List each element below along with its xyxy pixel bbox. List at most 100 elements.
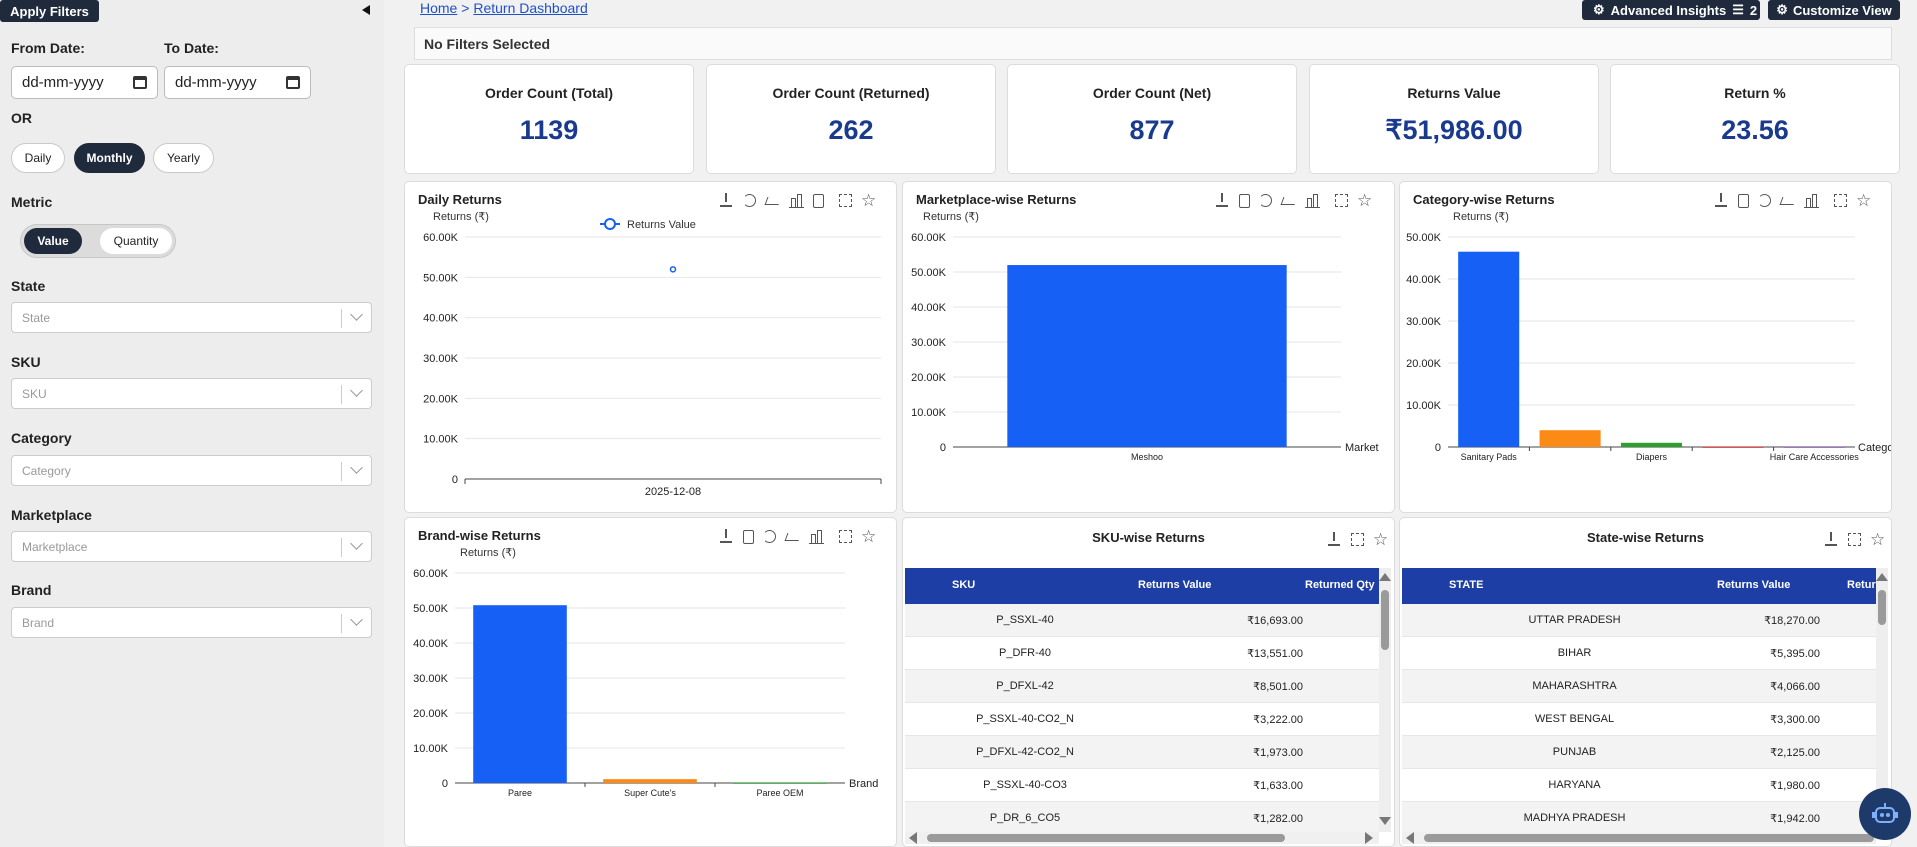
vertical-scrollbar[interactable] — [1876, 568, 1888, 832]
download-icon[interactable] — [1215, 193, 1230, 208]
refresh-icon[interactable] — [743, 194, 756, 207]
chevron-down-icon[interactable] — [350, 537, 363, 550]
table-row[interactable]: MADHYA PRADESH ₹1,942.00 — [1402, 802, 1876, 835]
table-row[interactable]: P_SSXL-40-CO2_N ₹3,222.00 — [905, 703, 1379, 736]
scroll-left-icon[interactable] — [909, 832, 917, 844]
breadcrumb-home-link[interactable]: Home — [420, 0, 458, 16]
sku-select[interactable]: SKU — [11, 378, 372, 409]
fullscreen-icon[interactable] — [839, 194, 852, 207]
brand-filter-label: Brand — [11, 582, 52, 598]
table-row[interactable]: P_DFXL-42-CO2_N ₹1,973.00 — [905, 736, 1379, 769]
fullscreen-icon[interactable] — [1351, 533, 1364, 546]
marketplace-select[interactable]: Marketplace — [11, 531, 372, 562]
table-row[interactable]: UTTAR PRADESH ₹18,270.00 — [1402, 604, 1876, 637]
chevron-down-icon[interactable] — [350, 384, 363, 397]
bar-chart-icon[interactable] — [1305, 193, 1320, 208]
column-header-returns-value[interactable]: Returns Value — [1717, 579, 1791, 591]
marketplace-filter-label: Marketplace — [11, 507, 92, 523]
column-header-returns-value[interactable]: Returns Value — [1138, 579, 1212, 591]
star-icon[interactable]: ☆ — [1373, 530, 1389, 549]
data-view-icon[interactable] — [813, 193, 824, 208]
bar-chart-icon[interactable] — [789, 193, 804, 208]
calendar-icon[interactable] — [133, 76, 147, 89]
period-daily-button[interactable]: Daily — [11, 143, 65, 173]
star-icon[interactable]: ☆ — [1357, 191, 1373, 210]
table-row[interactable]: P_SSXL-40-CO3 ₹1,633.00 — [905, 769, 1379, 802]
chevron-down-icon[interactable] — [350, 461, 363, 474]
download-icon[interactable] — [719, 193, 734, 208]
caret-left-icon[interactable] — [362, 5, 370, 15]
category-select[interactable]: Category — [11, 455, 372, 486]
metric-toggle[interactable]: Value Quantity — [20, 224, 176, 258]
fullscreen-icon[interactable] — [1335, 194, 1348, 207]
table-row[interactable]: PUNJAB ₹2,125.00 — [1402, 736, 1876, 769]
legend-marker — [604, 218, 616, 230]
star-icon[interactable]: ☆ — [861, 527, 877, 546]
chevron-down-icon[interactable] — [350, 613, 363, 626]
gear-icon: ⚙ — [1776, 2, 1788, 17]
data-view-icon[interactable] — [1239, 193, 1250, 208]
horizontal-scrollbar[interactable] — [905, 832, 1379, 844]
from-date-input[interactable]: dd-mm-yyyy — [11, 66, 158, 99]
scroll-up-icon[interactable] — [1876, 573, 1888, 581]
chatbot-button[interactable] — [1859, 788, 1911, 840]
advanced-insights-button[interactable]: ⚙ Advanced Insights ☰ 2 — [1582, 0, 1760, 20]
table-row[interactable]: WEST BENGAL ₹3,300.00 — [1402, 703, 1876, 736]
data-view-icon[interactable] — [1738, 193, 1749, 208]
table-row[interactable]: MAHARASHTRA ₹4,066.00 — [1402, 670, 1876, 703]
y-tick-label: 10.00K — [413, 743, 449, 755]
to-date-input[interactable]: dd-mm-yyyy — [164, 66, 311, 99]
scroll-left-icon[interactable] — [1406, 832, 1414, 844]
apply-filters-button[interactable]: Apply Filters — [0, 0, 99, 22]
brand-select[interactable]: Brand — [11, 607, 372, 638]
scroll-thumb[interactable] — [1424, 834, 1874, 842]
refresh-icon[interactable] — [763, 530, 776, 543]
bar — [733, 782, 827, 784]
data-view-icon[interactable] — [743, 529, 754, 544]
column-header-returned[interactable]: Retur — [1847, 579, 1876, 591]
table-row[interactable]: HARYANA ₹1,980.00 — [1402, 769, 1876, 802]
table-row[interactable]: P_SSXL-40 ₹16,693.00 — [905, 604, 1379, 637]
refresh-icon[interactable] — [1758, 194, 1771, 207]
metric-value-option[interactable]: Value — [24, 228, 82, 254]
period-yearly-button[interactable]: Yearly — [153, 143, 214, 173]
fullscreen-icon[interactable] — [839, 530, 852, 543]
download-icon[interactable] — [1327, 532, 1342, 547]
bar — [1458, 251, 1520, 447]
table-cell: P_DFR-40 — [999, 647, 1051, 659]
star-icon[interactable]: ☆ — [861, 191, 877, 210]
download-icon[interactable] — [1824, 532, 1839, 547]
refresh-icon[interactable] — [1259, 194, 1272, 207]
state-select[interactable]: State — [11, 302, 372, 333]
table-row[interactable]: P_DFXL-42 ₹8,501.00 — [905, 670, 1379, 703]
horizontal-scrollbar[interactable] — [1402, 832, 1876, 844]
scroll-right-icon[interactable] — [1365, 832, 1373, 844]
chevron-down-icon[interactable] — [350, 308, 363, 321]
table-row[interactable]: P_DFR-40 ₹13,551.00 — [905, 637, 1379, 670]
scroll-thumb[interactable] — [1878, 590, 1886, 625]
star-icon[interactable]: ☆ — [1870, 530, 1886, 549]
download-icon[interactable] — [719, 529, 734, 544]
star-icon[interactable]: ☆ — [1856, 191, 1872, 210]
fullscreen-icon[interactable] — [1834, 194, 1847, 207]
download-icon[interactable] — [1714, 193, 1729, 208]
bar-chart-icon[interactable] — [1804, 193, 1819, 208]
scroll-thumb[interactable] — [927, 834, 1285, 842]
bar-chart-icon[interactable] — [809, 529, 824, 544]
scroll-down-icon[interactable] — [1379, 817, 1391, 825]
metric-quantity-option[interactable]: Quantity — [100, 228, 172, 254]
scroll-up-icon[interactable] — [1379, 573, 1391, 581]
column-header-sku[interactable]: SKU — [952, 579, 976, 591]
customize-view-button[interactable]: ⚙ Customize View — [1768, 0, 1900, 20]
table-row[interactable]: P_DR_6_CO5 ₹1,282.00 — [905, 802, 1379, 835]
y-tick-label: 40.00K — [413, 638, 449, 650]
calendar-icon[interactable] — [286, 76, 300, 89]
period-monthly-button[interactable]: Monthly — [74, 143, 145, 173]
vertical-scrollbar[interactable] — [1379, 568, 1391, 832]
table-row[interactable]: BIHAR ₹5,395.00 — [1402, 637, 1876, 670]
fullscreen-icon[interactable] — [1848, 533, 1861, 546]
scroll-thumb[interactable] — [1381, 590, 1389, 650]
column-header-returned-qty[interactable]: Returned Qty — [1305, 579, 1375, 591]
breadcrumb-current-link[interactable]: Return Dashboard — [473, 0, 588, 16]
column-header-state[interactable]: STATE — [1449, 579, 1484, 591]
